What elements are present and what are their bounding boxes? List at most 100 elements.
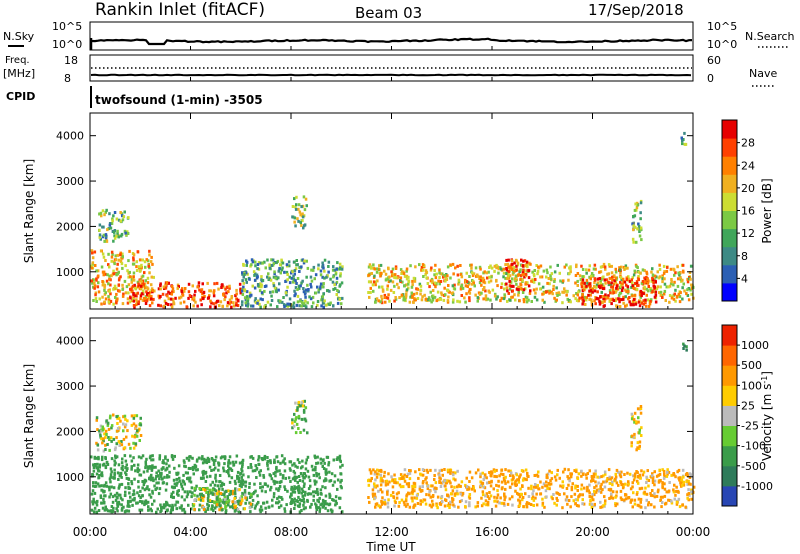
power-echo-cell: [576, 293, 579, 297]
velocity-echo-cell: [317, 506, 320, 510]
power-echo-cell: [505, 286, 509, 290]
power-echo-cell: [162, 285, 166, 289]
velocity-echo-cell: [159, 503, 162, 507]
velocity-echo-cell: [251, 456, 255, 460]
power-echo-cell: [639, 217, 642, 221]
velocity-echo-cell: [288, 467, 292, 471]
power-echo-cell: [526, 265, 529, 269]
power-echo-cell: [521, 291, 525, 294]
velocity-echo-cell: [137, 428, 140, 432]
velocity-echo-cell: [297, 495, 300, 499]
velocity-echo-cell: [655, 474, 659, 478]
power-echo-cell: [178, 296, 181, 300]
power-echo-cell: [606, 272, 609, 276]
power-echo-cell: [681, 142, 684, 146]
velocity-echo-cell: [549, 479, 552, 483]
velocity-echo-cell: [230, 490, 233, 493]
velocity-echo-cell: [125, 473, 128, 477]
power-echo-cell: [298, 210, 302, 214]
velocity-echo-cell: [619, 475, 623, 479]
power-echo-cell: [399, 268, 403, 272]
power-echo-cell: [277, 288, 280, 292]
power-echo-cell: [521, 273, 524, 277]
velocity-echo-cell: [281, 497, 284, 501]
velocity-echo-cell: [535, 492, 538, 496]
velocity-echo-cell: [256, 494, 259, 498]
velocity-echo-cell: [114, 446, 117, 450]
velocity-echo-cell: [678, 478, 681, 482]
power-echo-cell: [179, 295, 183, 299]
power-echo-cell: [128, 300, 132, 304]
power-echo-cell: [642, 292, 645, 296]
velocity-echo-cell: [509, 474, 512, 477]
power-echo-cell: [483, 281, 487, 285]
power-echo-cell: [535, 287, 538, 291]
velocity-echo-cell: [120, 508, 124, 512]
noise-panel-frame: [89, 21, 694, 51]
power-echo-cell: [260, 278, 263, 282]
velocity-echo-cell: [249, 506, 252, 510]
velocity-echo-cell: [521, 478, 525, 482]
power-echo-cell: [651, 290, 654, 294]
power-echo-cell: [114, 258, 118, 261]
velocity-echo-cell: [236, 507, 240, 511]
velocity-echo-cell: [205, 461, 209, 465]
power-echo-cell: [121, 255, 124, 259]
power-colorbar-swatch: [722, 174, 737, 193]
power-echo-cell: [445, 277, 448, 281]
power-echo-cell: [386, 277, 390, 281]
velocity-echo-cell: [602, 474, 605, 478]
velocity-echo-cell: [236, 499, 239, 503]
velocity-y-tick-label: 4000: [56, 335, 84, 348]
power-echo-cell: [105, 234, 108, 238]
velocity-echo-cell: [385, 479, 388, 483]
velocity-echo-cell: [433, 474, 436, 477]
velocity-echo-cell: [419, 489, 423, 493]
velocity-echo-cell: [627, 496, 631, 499]
power-echo-cell: [336, 301, 340, 305]
velocity-echo-cell: [178, 476, 181, 480]
velocity-echo-cell: [307, 487, 311, 491]
velocity-echo-cell: [124, 509, 128, 513]
power-echo-cell: [281, 266, 284, 270]
velocity-echo-cell: [120, 440, 123, 443]
velocity-echo-cell: [121, 468, 125, 472]
velocity-echo-cell: [504, 481, 507, 485]
power-echo-cell: [461, 286, 465, 290]
power-echo-cell: [288, 281, 292, 285]
power-colorbar-tick-label: 16: [741, 205, 755, 218]
power-echo-cell: [431, 297, 435, 300]
velocity-echo-cell: [180, 482, 183, 486]
velocity-echo-cell: [220, 508, 224, 512]
velocity-echo-cell: [297, 491, 301, 495]
power-echo-cell: [574, 297, 577, 301]
power-echo-cell: [113, 262, 116, 266]
velocity-echo-cell: [633, 502, 637, 506]
velocity-echo-cell: [145, 487, 148, 491]
velocity-echo-cell: [202, 494, 205, 498]
velocity-echo-cell: [653, 470, 656, 474]
velocity-echo-cell: [243, 480, 247, 484]
power-echo-cell: [677, 292, 681, 296]
power-echo-cell: [638, 230, 641, 233]
velocity-echo-cell: [405, 482, 409, 486]
power-echo-cell: [144, 286, 147, 290]
power-echo-cell: [636, 227, 639, 231]
power-echo-cell: [94, 293, 97, 297]
velocity-echo-cell: [586, 472, 589, 475]
power-echo-cell: [606, 296, 610, 300]
velocity-echo-cell: [498, 474, 501, 478]
power-echo-cell: [126, 269, 129, 273]
power-echo-cell: [93, 281, 96, 285]
power-echo-cell: [530, 279, 533, 283]
velocity-echo-cell: [503, 479, 507, 483]
power-echo-cell: [399, 276, 403, 280]
velocity-echo-cell: [162, 459, 165, 463]
power-echo-cell: [632, 299, 635, 303]
power-echo-cell: [120, 234, 123, 238]
power-echo-cell: [306, 301, 309, 305]
velocity-echo-cell: [651, 494, 654, 498]
velocity-echo-cell: [377, 472, 380, 476]
power-echo-cell: [621, 286, 625, 290]
power-echo-cell: [143, 260, 147, 264]
